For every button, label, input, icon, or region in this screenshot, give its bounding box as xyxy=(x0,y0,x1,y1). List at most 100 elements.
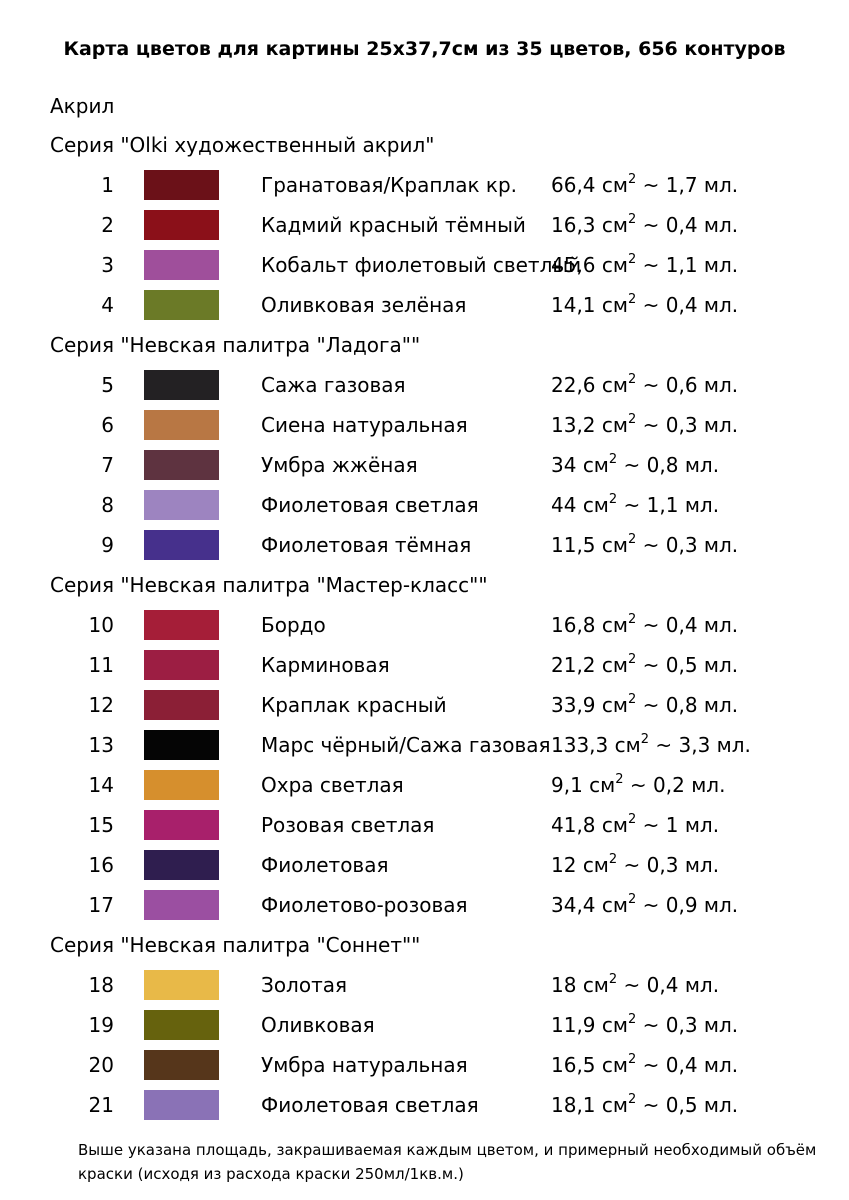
color-number: 13 xyxy=(88,733,114,757)
area-exponent: 2 xyxy=(627,1052,637,1067)
volume-value: 0,8 xyxy=(646,453,679,477)
volume-unit: мл. xyxy=(703,653,739,677)
volume-unit: мл. xyxy=(684,853,720,877)
volume-unit: мл. xyxy=(703,293,739,317)
color-number: 4 xyxy=(101,293,114,317)
area-value: 133,3 xyxy=(551,733,609,757)
approx-sign: ~ xyxy=(642,893,660,917)
area-unit: см xyxy=(601,533,628,557)
color-number: 2 xyxy=(101,213,114,237)
area-unit: см xyxy=(601,813,628,837)
volume-unit: мл. xyxy=(703,413,739,437)
area-exponent: 2 xyxy=(627,1012,637,1027)
color-name: Кадмий красный тёмный xyxy=(261,213,526,237)
series-heading: Серия "Невская палитра "Ладога"" xyxy=(50,333,421,357)
volume-value: 0,2 xyxy=(653,773,685,797)
approx-sign: ~ xyxy=(642,813,660,837)
color-swatch xyxy=(144,370,219,400)
color-name: Фиолетовая светлая xyxy=(261,1093,479,1117)
area-exponent: 2 xyxy=(615,772,624,787)
approx-sign: ~ xyxy=(642,693,660,717)
area-value: 18,1 xyxy=(551,1093,596,1117)
color-amount: 22,6 см2 ~ 0,6 мл. xyxy=(551,365,738,405)
volume-unit: мл. xyxy=(703,253,739,277)
area-unit: см xyxy=(601,373,628,397)
area-value: 33,9 xyxy=(551,693,596,717)
area-exponent: 2 xyxy=(627,372,637,387)
area-value: 16,3 xyxy=(551,213,596,237)
color-amount: 11,5 см2 ~ 0,3 мл. xyxy=(551,525,738,565)
color-row: 8 Фиолетовая светлая 44 см2 ~ 1,1 мл. xyxy=(0,485,849,525)
color-row: 15 Розовая светлая 41,8 см2 ~ 1 мл. xyxy=(0,805,849,845)
volume-unit: мл. xyxy=(703,533,739,557)
color-number: 12 xyxy=(88,693,114,717)
area-unit: см xyxy=(601,173,628,197)
approx-sign: ~ xyxy=(642,173,660,197)
volume-value: 0,3 xyxy=(665,413,698,437)
area-unit: см xyxy=(601,293,628,317)
paint-type-label: Акрил xyxy=(50,94,115,118)
color-swatch xyxy=(144,170,219,200)
color-amount: 66,4 см2 ~ 1,7 мл. xyxy=(551,165,738,205)
area-unit: см xyxy=(601,413,628,437)
color-name: Краплак красный xyxy=(261,693,447,717)
area-exponent: 2 xyxy=(608,452,618,467)
volume-unit: мл. xyxy=(703,693,739,717)
color-number: 17 xyxy=(88,893,114,917)
area-exponent: 2 xyxy=(627,812,637,827)
color-row: 12 Краплак красный 33,9 см2 ~ 0,8 мл. xyxy=(0,685,849,725)
color-row: 17 Фиолетово-розовая 34,4 см2 ~ 0,9 мл. xyxy=(0,885,849,925)
color-number: 11 xyxy=(88,653,114,677)
volume-unit: мл. xyxy=(703,613,739,637)
color-swatch xyxy=(144,810,219,840)
color-name: Фиолетовая тёмная xyxy=(261,533,472,557)
approx-sign: ~ xyxy=(642,413,660,437)
color-number: 20 xyxy=(88,1053,114,1077)
color-name: Розовая светлая xyxy=(261,813,435,837)
area-exponent: 2 xyxy=(627,412,637,427)
area-unit: см xyxy=(601,1013,628,1037)
area-exponent: 2 xyxy=(627,612,637,627)
color-swatch xyxy=(144,530,219,560)
series-heading: Серия "Olki художественный акрил" xyxy=(50,133,435,157)
color-swatch xyxy=(144,490,219,520)
volume-value: 1,1 xyxy=(665,253,698,277)
volume-value: 0,3 xyxy=(665,1013,698,1037)
volume-value: 0,3 xyxy=(646,853,679,877)
area-value: 16,5 xyxy=(551,1053,596,1077)
area-exponent: 2 xyxy=(627,212,637,227)
volume-value: 0,4 xyxy=(665,213,698,237)
volume-value: 0,4 xyxy=(665,1053,698,1077)
area-exponent: 2 xyxy=(640,732,649,747)
color-number: 3 xyxy=(101,253,114,277)
area-value: 11,9 xyxy=(551,1013,596,1037)
approx-sign: ~ xyxy=(623,493,641,517)
color-amount: 44 см2 ~ 1,1 мл. xyxy=(551,485,719,525)
color-name: Гранатовая/Краплак кр. xyxy=(261,173,518,197)
color-row: 7 Умбра жжёная 34 см2 ~ 0,8 мл. xyxy=(0,445,849,485)
area-unit: см xyxy=(601,1053,628,1077)
color-row: 20 Умбра натуральная 16,5 см2 ~ 0,4 мл. xyxy=(0,1045,849,1085)
color-number: 9 xyxy=(101,533,114,557)
area-unit: см xyxy=(601,213,628,237)
color-name: Бордо xyxy=(261,613,326,637)
color-row: 1 Гранатовая/Краплак кр. 66,4 см2 ~ 1,7 мл… xyxy=(0,165,849,205)
color-row: 21 Фиолетовая светлая 18,1 см2 ~ 0,5 мл. xyxy=(0,1085,849,1125)
volume-value: 0,4 xyxy=(665,293,698,317)
area-exponent: 2 xyxy=(608,972,618,987)
volume-unit: мл. xyxy=(716,733,751,757)
volume-value: 0,4 xyxy=(665,613,698,637)
area-unit: см xyxy=(582,853,609,877)
area-unit: см xyxy=(601,613,628,637)
color-swatch xyxy=(144,650,219,680)
color-row: 5 Сажа газовая 22,6 см2 ~ 0,6 мл. xyxy=(0,365,849,405)
volume-value: 0,4 xyxy=(646,973,679,997)
color-number: 8 xyxy=(101,493,114,517)
color-name: Фиолетовая светлая xyxy=(261,493,479,517)
color-name: Оливковая зелёная xyxy=(261,293,467,317)
volume-value: 1,7 xyxy=(665,173,698,197)
color-swatch xyxy=(144,970,219,1000)
area-exponent: 2 xyxy=(627,172,637,187)
color-row: 16 Фиолетовая 12 см2 ~ 0,3 мл. xyxy=(0,845,849,885)
color-amount: 133,3 см2 ~ 3,3 мл. xyxy=(551,725,751,765)
